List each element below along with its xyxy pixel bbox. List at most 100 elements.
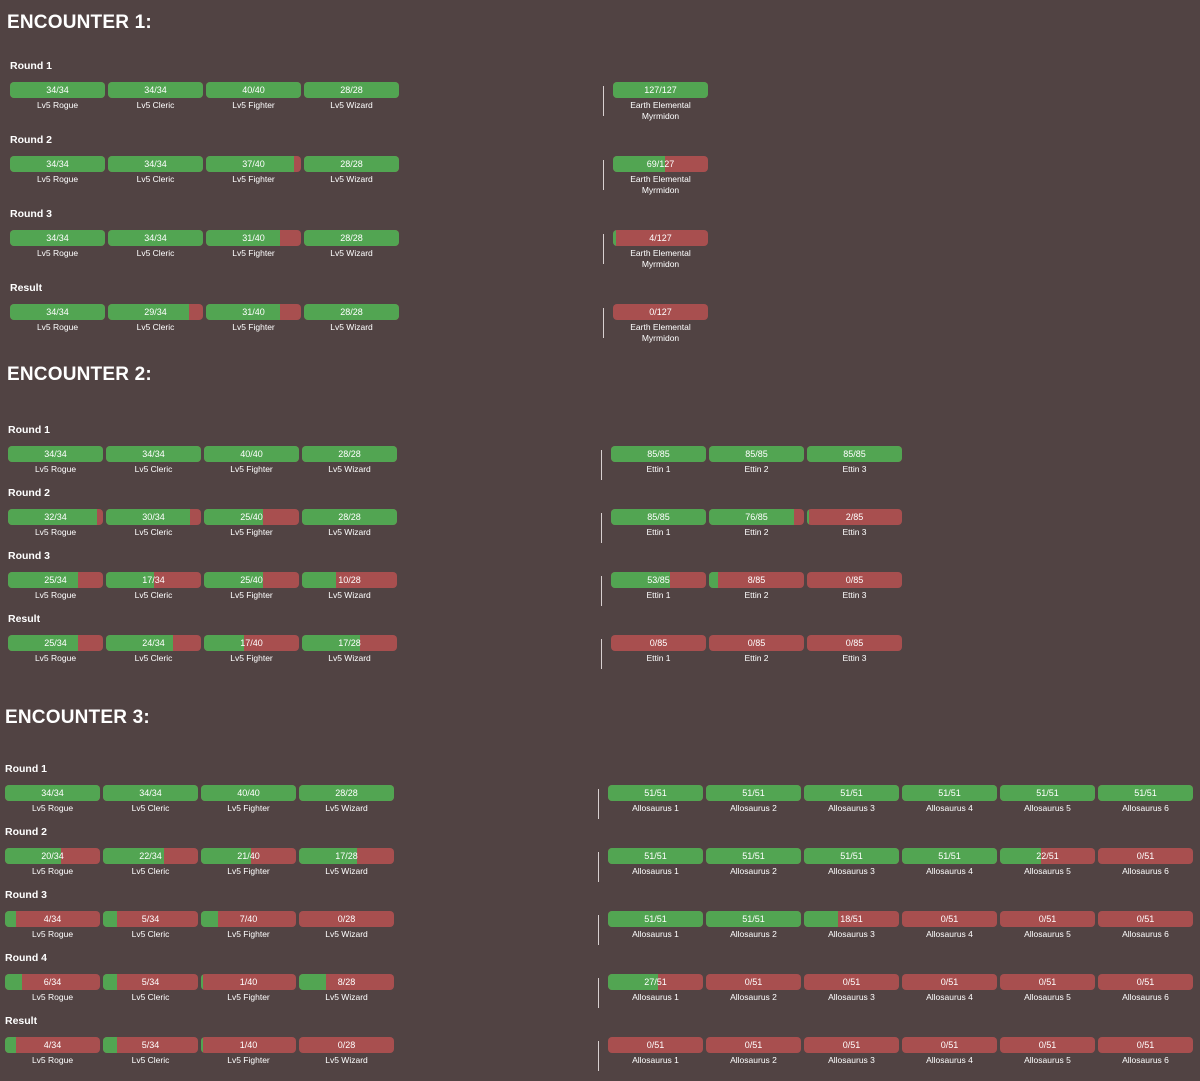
hp-current: 53: [647, 575, 658, 585]
hp-current: 37: [242, 159, 253, 169]
unit-name: Allosaurus 6: [1122, 992, 1169, 1002]
hp-current: 51: [742, 788, 753, 798]
hp-text: 6/34: [43, 977, 62, 987]
hp-max: 51: [950, 851, 961, 861]
party-member: 29/34 Lv5 Cleric: [108, 304, 203, 333]
hp-current: 25: [240, 512, 251, 522]
hp-text: 34/34: [139, 788, 162, 798]
hp-bar: 34/34: [10, 156, 105, 172]
enemy: 51/51 Allosaurus 4: [902, 848, 997, 877]
hp-bar: 34/34: [10, 82, 105, 98]
hp-bar: 17/28: [299, 848, 394, 864]
unit-name: Ettin 2: [744, 653, 769, 663]
hp-max: 34: [149, 914, 160, 924]
hp-max: 34: [156, 85, 167, 95]
hp-bar: 2/85: [807, 509, 902, 525]
hp-bar-fill: [304, 156, 399, 172]
hp-text: 0/51: [842, 1040, 861, 1050]
hp-bar: 34/34: [108, 82, 203, 98]
party-member: 31/40 Lv5 Fighter: [206, 230, 301, 259]
hp-bar: 51/51: [902, 785, 997, 801]
hp-current: 7: [239, 914, 245, 924]
unit-name: Allosaurus 1: [632, 803, 679, 813]
hp-bar: 28/28: [299, 785, 394, 801]
hp-text: 51/51: [938, 851, 961, 861]
encounter-title: ENCOUNTER 2:: [7, 364, 152, 385]
hp-text: 51/51: [1134, 788, 1157, 798]
hp-current: 127: [644, 85, 660, 95]
hp-max: 85: [853, 575, 864, 585]
hp-current: 22: [139, 851, 150, 861]
hp-text: 34/34: [144, 85, 167, 95]
enemy: 0/51 Allosaurus 1: [608, 1037, 703, 1066]
hp-text: 2/85: [845, 512, 864, 522]
hp-current: 31: [242, 307, 253, 317]
hp-text: 85/85: [745, 449, 768, 459]
hp-text: 22/51: [1036, 851, 1059, 861]
hp-text: 53/85: [647, 575, 670, 585]
unit-name: Earth Elemental Myrmidon: [630, 322, 691, 343]
enemy: 51/51 Allosaurus 2: [706, 848, 801, 877]
round-label: Result: [5, 1015, 38, 1027]
hp-current: 0: [940, 977, 946, 987]
unit-name: Ettin 1: [646, 590, 671, 600]
hp-current: 0: [842, 1040, 848, 1050]
unit-name: Allosaurus 4: [926, 992, 973, 1002]
hp-current: 51: [938, 788, 949, 798]
enemy: 4/127 Earth Elemental Myrmidon: [613, 230, 708, 270]
hp-bar: 0/51: [1000, 974, 1095, 990]
hp-max: 34: [149, 1040, 160, 1050]
hp-bar: 0/51: [1000, 911, 1095, 927]
party-member: 17/34 Lv5 Cleric: [106, 572, 201, 601]
hp-max: 40: [247, 977, 258, 987]
hp-max: 51: [656, 851, 667, 861]
hp-bar: 25/40: [204, 509, 299, 525]
hp-bar-fill: [108, 156, 203, 172]
hp-text: 40/40: [242, 85, 265, 95]
hp-current: 17: [240, 638, 251, 648]
party-member: 22/34 Lv5 Cleric: [103, 848, 198, 877]
hp-current: 1: [239, 1040, 245, 1050]
hp-bar-fill: [302, 446, 397, 462]
hp-bar: 30/34: [106, 509, 201, 525]
hp-current: 0: [337, 914, 343, 924]
hp-bar-fill: [709, 509, 794, 525]
round-label: Result: [10, 282, 43, 294]
hp-max: 85: [657, 638, 668, 648]
hp-bar-fill: [608, 785, 703, 801]
unit-name: Lv5 Fighter: [227, 1055, 270, 1065]
hp-current: 8: [747, 575, 753, 585]
hp-bar: 34/34: [108, 230, 203, 246]
hp-current: 6: [43, 977, 49, 987]
hp-text: 28/28: [338, 512, 361, 522]
hp-current: 5: [141, 1040, 147, 1050]
hp-max: 28: [345, 1040, 356, 1050]
hp-bar-fill: [103, 911, 117, 927]
hp-text: 20/34: [41, 851, 64, 861]
unit-name: Lv5 Rogue: [31, 803, 74, 813]
unit-name: Lv5 Cleric: [131, 866, 170, 876]
side-divider: [601, 450, 602, 480]
side-divider: [603, 86, 604, 116]
hp-max: 40: [252, 575, 263, 585]
hp-current: 51: [1134, 788, 1145, 798]
hp-bar: 0/51: [1098, 974, 1193, 990]
hp-max: 34: [53, 851, 64, 861]
unit-name: Earth Elemental Myrmidon: [630, 100, 691, 121]
hp-text: 34/34: [46, 159, 69, 169]
hp-bar-fill: [201, 974, 204, 990]
enemy: 51/51 Allosaurus 4: [902, 785, 997, 814]
enemy: 8/85 Ettin 2: [709, 572, 804, 601]
hp-current: 0: [1136, 1040, 1142, 1050]
enemy: 0/51 Allosaurus 2: [706, 1037, 801, 1066]
hp-current: 34: [144, 233, 155, 243]
hp-bar-fill: [204, 446, 299, 462]
hp-bar-fill: [613, 230, 616, 246]
hp-bar: 28/28: [304, 82, 399, 98]
hp-max: 40: [249, 788, 260, 798]
hp-bar: 25/40: [204, 572, 299, 588]
hp-max: 51: [752, 977, 763, 987]
enemy: 85/85 Ettin 1: [611, 509, 706, 538]
hp-bar-fill: [608, 974, 659, 990]
hp-max: 28: [350, 449, 361, 459]
